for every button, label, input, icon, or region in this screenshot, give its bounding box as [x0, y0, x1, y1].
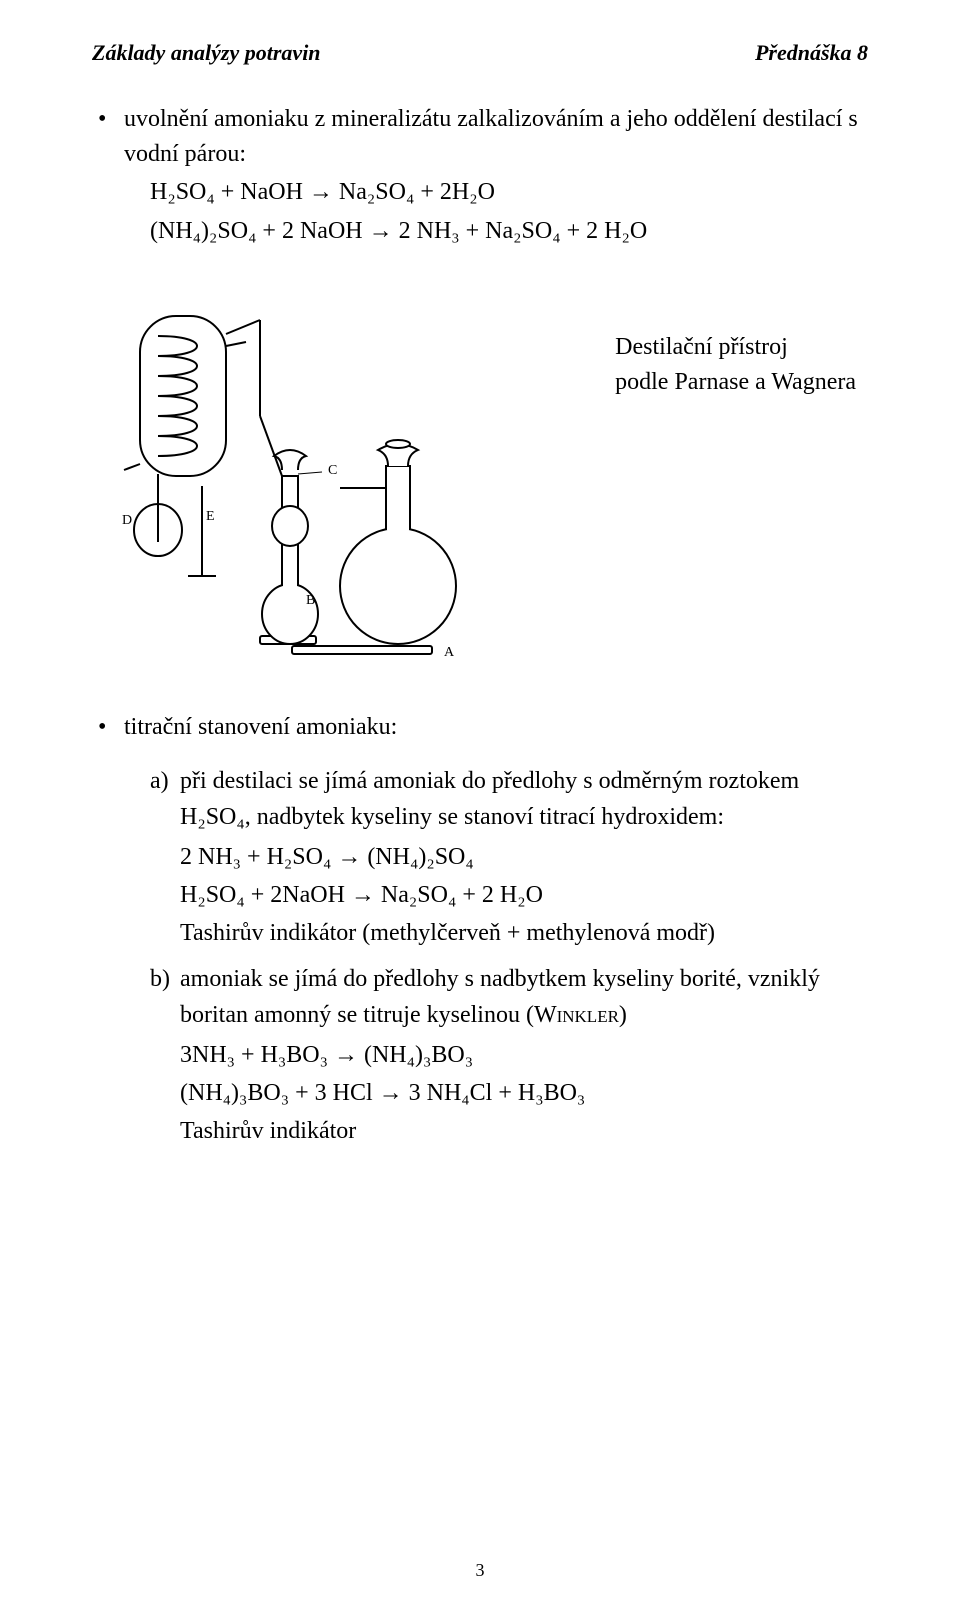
apparatus-label-E: E [206, 509, 215, 524]
subitem-b-text: amoniak se jímá do předlohy s nadbytkem … [180, 961, 868, 1033]
equation-1a: H₂SO₄ + NaOH → Na₂SO₄ + 2H₂O [150, 174, 868, 211]
subitem-b: b) amoniak se jímá do předlohy s nadbytk… [150, 961, 868, 1149]
subitem-b-text-tail: ) [619, 1002, 627, 1028]
bullet-marker: • [98, 102, 124, 137]
equation-b2: (NH₄)₃BO₃ + 3 HCl → 3 NH₄Cl + H₃BO₃ [180, 1075, 868, 1111]
apparatus-caption: Destilační přístroj podle Parnase a Wagn… [615, 330, 856, 400]
apparatus-label-B: B [306, 593, 315, 608]
subitem-a-text: při destilaci se jímá amoniak do předloh… [180, 763, 868, 835]
distillation-apparatus-icon: A B C D E [110, 276, 480, 676]
running-header: Základy analýzy potravin Přednáška 8 [92, 40, 868, 66]
apparatus-figure: A B C D E Destilační přístroj podle Parn… [92, 276, 868, 676]
subitem-b-label: b) [150, 961, 180, 1033]
header-right: Přednáška 8 [755, 40, 868, 66]
bullet-1: • uvolnění amoniaku z mineralizátu zalka… [92, 102, 868, 250]
apparatus-label-C: C [328, 463, 337, 478]
equation-1b: (NH₄)₂SO₄ + 2 NaOH → 2 NH₃ + Na₂SO₄ + 2 … [150, 213, 868, 250]
equation-b1: 3NH₃ + H₃BO₃ → (NH₄)₃BO₃ [180, 1037, 868, 1073]
apparatus-caption-line1: Destilační přístroj [615, 330, 856, 365]
page-root: Základy analýzy potravin Přednáška 8 • u… [0, 0, 960, 1609]
apparatus-label-D: D [122, 513, 132, 528]
bullet-2-text: titrační stanovení amoniaku: [124, 710, 868, 745]
apparatus-caption-line2: podle Parnase a Wagnera [615, 365, 856, 400]
header-left: Základy analýzy potravin [92, 40, 321, 66]
equation-a2: H₂SO₄ + 2NaOH → Na₂SO₄ + 2 H₂O [180, 877, 868, 913]
equation-a3: Tashirův indikátor (methylčerveň + methy… [180, 915, 868, 951]
subitem-b-winkler: Winkler [534, 1002, 619, 1028]
bullet-1-text: uvolnění amoniaku z mineralizátu zalkali… [124, 102, 868, 172]
subitem-b-text-main: amoniak se jímá do předlohy s nadbytkem … [180, 966, 820, 1028]
subitem-a-label: a) [150, 763, 180, 835]
subitem-a: a) při destilaci se jímá amoniak do před… [150, 763, 868, 951]
bullet-2: • titrační stanovení amoniaku: [92, 710, 868, 745]
bullet-marker: • [98, 710, 124, 745]
apparatus-label-A: A [444, 645, 455, 660]
equation-b3: Tashirův indikátor [180, 1113, 868, 1149]
page-number: 3 [0, 1560, 960, 1581]
equation-a1: 2 NH₃ + H₂SO₄ → (NH₄)₂SO₄ [180, 839, 868, 875]
